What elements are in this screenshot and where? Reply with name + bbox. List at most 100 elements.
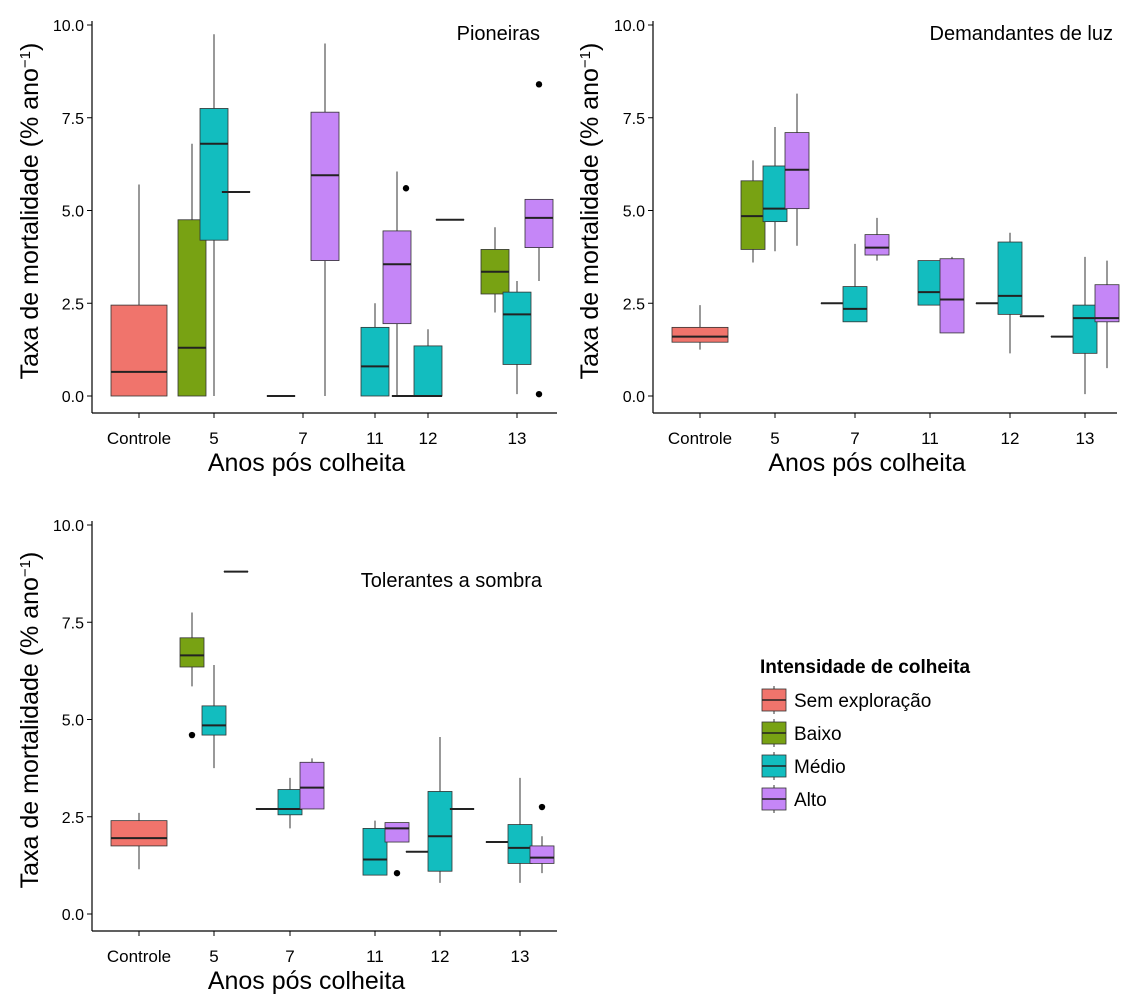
- box-iqr: [507, 824, 533, 864]
- x-tick-label: 11: [921, 429, 939, 448]
- box-11-m-dio: [917, 260, 943, 306]
- x-tick-label: 7: [850, 429, 859, 448]
- y-tick-label: 2.5: [623, 296, 645, 313]
- y-tick-label: 2.5: [62, 296, 84, 313]
- y-tick-label: 10.0: [53, 518, 84, 535]
- x-tick-label: 5: [209, 947, 218, 966]
- box-5-m-dio: [762, 127, 788, 252]
- box-iqr: [529, 845, 555, 864]
- x-tick-label: 7: [285, 947, 294, 966]
- panel-1: 0.0 2.5 5.0 7.5 10.0 Controle 5 7 11 12 13 Anos pós…: [16, 18, 557, 477]
- y-axis-title: Taxa de mortalidade (% ano−1): [16, 552, 44, 889]
- box-13-m-dio: [507, 777, 533, 883]
- panel-3: 0.0 2.5 5.0 7.5 10.0 Controle 5 7 11 12 13 Anos pós…: [16, 518, 557, 995]
- outlier-point: [535, 81, 543, 88]
- legend-item-label: Alto: [794, 790, 827, 811]
- box-iqr: [997, 241, 1023, 315]
- legend-item-sem-explora-o: Sem exploração: [761, 686, 931, 714]
- box-13-m-dio: [502, 280, 532, 395]
- outlier-point: [188, 731, 196, 739]
- box-iqr: [413, 345, 443, 397]
- box-iqr: [427, 791, 453, 872]
- legend: Intensidade de colheita Sem exploração Ba…: [760, 657, 971, 813]
- box-13-alto: [524, 81, 554, 398]
- box-iqr: [360, 326, 390, 397]
- box-iqr: [277, 789, 303, 816]
- x-tick-label: 11: [366, 947, 384, 966]
- box-12-m-dio: [413, 329, 443, 397]
- y-tick-label: 0.0: [623, 389, 645, 406]
- box-11-alto: [384, 822, 410, 877]
- x-tick-label: Controle: [107, 947, 171, 966]
- box-iqr: [110, 304, 168, 397]
- box-5-m-dio: [199, 34, 229, 396]
- box-13-alto: [1094, 260, 1120, 369]
- legend-item-m-dio: Médio: [761, 752, 846, 780]
- outlier-point: [535, 390, 543, 398]
- y-tick-label: 2.5: [62, 810, 84, 827]
- box-iqr: [177, 219, 207, 397]
- y-tick-label: 7.5: [62, 615, 84, 632]
- box-iqr: [864, 234, 890, 256]
- box-iqr: [502, 291, 532, 365]
- box-iqr: [179, 637, 205, 668]
- box-5-baixo: [177, 143, 207, 397]
- box-iqr: [1094, 284, 1120, 323]
- box-iqr: [524, 198, 554, 248]
- box-iqr: [110, 820, 168, 847]
- box-13-baixo: [480, 227, 510, 313]
- box-11-alto: [382, 171, 412, 396]
- box-iqr: [201, 705, 227, 736]
- x-tick-label: 12: [431, 947, 450, 966]
- x-tick-label: Controle: [107, 429, 171, 448]
- x-tick-label: 12: [1001, 429, 1020, 448]
- panel-title: Tolerantes a sombra: [361, 570, 543, 592]
- box-iqr: [199, 108, 229, 241]
- box-7-m-dio: [842, 243, 868, 323]
- box-Controle-sem-explora-o: [110, 184, 168, 397]
- panel-2: 0.0 2.5 5.0 7.5 10.0 Controle 5 7 11 12 13 Anos pós…: [576, 18, 1120, 477]
- box-iqr: [382, 230, 412, 325]
- x-axis-title: Anos pós colheita: [208, 449, 405, 477]
- legend-item-baixo: Baixo: [761, 719, 842, 747]
- panel-title: Demandantes de luz: [930, 23, 1113, 45]
- x-tick-label: 13: [1076, 429, 1095, 448]
- panel-title: Pioneiras: [457, 23, 540, 45]
- box-iqr: [299, 761, 325, 810]
- y-tick-label: 0.0: [62, 907, 84, 924]
- outlier-point: [402, 185, 410, 192]
- box-iqr: [362, 828, 388, 876]
- x-tick-label: 13: [511, 947, 530, 966]
- box-Controle-sem-explora-o: [671, 305, 729, 350]
- box-11-m-dio: [362, 820, 388, 876]
- box-7-m-dio: [277, 777, 303, 829]
- x-tick-label: 5: [209, 429, 218, 448]
- x-axis-title: Anos pós colheita: [208, 967, 405, 995]
- box-iqr: [310, 111, 340, 261]
- legend-title: Intensidade de colheita: [760, 657, 971, 678]
- box-7-alto: [299, 758, 325, 810]
- box-iqr: [1072, 304, 1098, 354]
- outlier-point: [538, 803, 546, 811]
- box-Controle-sem-explora-o: [110, 812, 168, 870]
- box-12-m-dio: [997, 232, 1023, 354]
- box-5-m-dio: [201, 665, 227, 769]
- box-iqr: [842, 286, 868, 323]
- box-12-m-dio: [427, 737, 453, 883]
- y-tick-label: 0.0: [62, 389, 84, 406]
- legend-item-label: Baixo: [794, 724, 842, 745]
- box-7-alto: [864, 217, 890, 261]
- box-iqr: [917, 260, 943, 306]
- legend-item-label: Sem exploração: [794, 691, 931, 712]
- y-axis-title: Taxa de mortalidade (% ano−1): [576, 43, 604, 380]
- box-13-m-dio: [1072, 256, 1098, 395]
- box-13-alto: [529, 803, 555, 874]
- box-5-baixo: [179, 612, 205, 739]
- legend-item-alto: Alto: [761, 785, 827, 813]
- outlier-point: [393, 869, 401, 877]
- x-tick-label: 12: [419, 429, 438, 448]
- y-tick-label: 7.5: [62, 111, 84, 128]
- y-tick-label: 7.5: [623, 111, 645, 128]
- box-iqr: [671, 326, 729, 343]
- y-tick-label: 10.0: [614, 18, 645, 35]
